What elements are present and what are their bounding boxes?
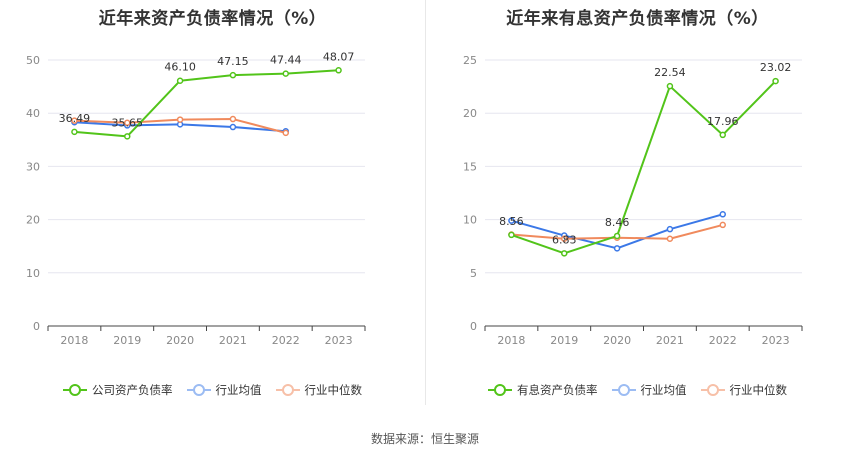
legend-line-icon <box>63 384 87 396</box>
y-tick-label: 15 <box>463 160 477 173</box>
x-tick-label: 2018 <box>60 334 88 347</box>
y-tick-label: 0 <box>33 320 40 333</box>
series-line <box>74 69 339 138</box>
legend-item-industry-mean[interactable]: 行业均值 <box>611 382 687 398</box>
legend-label: 行业中位数 <box>729 383 788 397</box>
y-tick-label: 20 <box>463 107 477 120</box>
data-label: 46.10 <box>164 61 196 74</box>
data-point <box>282 70 289 77</box>
legend-line-icon <box>700 384 725 396</box>
y-tick-label: 50 <box>26 54 40 67</box>
legend-item-industry-mean[interactable]: 行业均值 <box>186 382 262 398</box>
chart-title: 近年来资产负债率情况（%） <box>98 9 327 29</box>
data-label: 8.46 <box>605 216 630 229</box>
data-point <box>613 232 621 240</box>
chart-title: 近年来有息资产负债率情况（%） <box>506 9 769 29</box>
x-tick-label: 2023 <box>325 334 353 347</box>
legend-label: 有息资产负债率 <box>517 383 598 397</box>
data-label: 17.96 <box>707 115 739 128</box>
data-label: 48.07 <box>323 50 355 63</box>
data-point <box>124 119 131 127</box>
chart-legend: 有息资产负债率 行业均值 行业中位数 <box>425 382 850 398</box>
data-point <box>124 133 131 140</box>
data-point <box>508 217 515 224</box>
data-label: 8.56 <box>499 215 524 228</box>
legend-item-company[interactable]: 有息资产负债率 <box>488 382 598 398</box>
data-point <box>176 77 184 84</box>
legend-label: 行业均值 <box>215 383 262 397</box>
data-point <box>613 245 621 252</box>
chart-panel-left: 近年来资产负债率情况（%） 0 10 20 30 40 50 2018 2019 2020 202… <box>0 0 425 420</box>
data-point <box>666 235 674 243</box>
x-tick-label: 2018 <box>497 334 525 347</box>
data-point <box>229 71 237 79</box>
data-point <box>335 67 342 74</box>
data-label: 47.44 <box>270 54 302 67</box>
y-tick-label: 10 <box>26 267 40 280</box>
chart-panel-right: 近年来有息资产负债率情况（%） 0 5 10 15 20 25 2018 2019 2020 20… <box>425 0 850 420</box>
chart-plot: 0 5 10 15 20 25 2018 2019 2020 2021 2022 2023 8.56 6.… <box>463 54 803 347</box>
legend-line-icon <box>611 384 636 396</box>
y-tick-label: 30 <box>26 160 40 173</box>
data-label: 47.15 <box>217 55 249 68</box>
data-point <box>229 115 237 123</box>
y-tick-label: 5 <box>470 267 477 280</box>
data-label: 36.49 <box>59 112 91 125</box>
data-point <box>719 131 726 139</box>
legend-label: 行业中位数 <box>304 383 363 397</box>
legend-item-industry-median[interactable]: 行业中位数 <box>275 382 363 398</box>
data-point <box>176 116 184 123</box>
x-tick-label: 2021 <box>219 334 247 347</box>
data-point <box>229 123 237 131</box>
x-tick-label: 2020 <box>166 334 194 347</box>
x-tick-label: 2020 <box>603 334 631 347</box>
data-point <box>719 211 726 218</box>
legend-item-industry-median[interactable]: 行业中位数 <box>700 382 788 398</box>
y-tick-label: 10 <box>463 214 477 227</box>
legend-line-icon <box>275 384 300 396</box>
x-tick-label: 2022 <box>272 334 300 347</box>
x-tick-label: 2023 <box>762 334 790 347</box>
chart-plot: 0 10 20 30 40 50 2018 2019 2020 2021 2022 2023 36.49… <box>26 50 366 347</box>
data-point <box>71 128 78 136</box>
y-tick-label: 25 <box>463 54 477 67</box>
data-source-note: 数据来源：恒生聚源 <box>370 432 479 446</box>
data-point <box>508 231 515 239</box>
legend-line-icon <box>186 384 211 396</box>
data-point <box>282 129 289 137</box>
x-tick-label: 2019 <box>550 334 578 347</box>
data-label: 35.65 <box>112 116 144 129</box>
series-line <box>511 80 777 255</box>
legend-item-company[interactable]: 公司资产负债率 <box>63 382 173 398</box>
data-point <box>561 250 568 257</box>
data-label: 23.02 <box>760 61 792 74</box>
data-label: 22.54 <box>654 66 686 79</box>
y-tick-label: 20 <box>26 214 40 227</box>
data-point <box>666 225 674 233</box>
x-tick-label: 2022 <box>709 334 737 347</box>
panel-divider <box>425 0 426 405</box>
data-point <box>561 235 568 243</box>
data-point <box>71 117 78 124</box>
data-point <box>772 77 779 85</box>
chart-legend: 公司资产负债率 行业均值 行业中位数 <box>0 382 425 398</box>
data-point <box>719 221 726 229</box>
y-tick-label: 40 <box>26 107 40 120</box>
legend-label: 行业均值 <box>640 383 687 397</box>
data-label: 6.83 <box>552 233 577 246</box>
y-tick-label: 0 <box>470 320 477 333</box>
legend-label: 公司资产负债率 <box>92 383 173 397</box>
data-point <box>666 82 674 90</box>
x-tick-label: 2021 <box>656 334 684 347</box>
x-tick-label: 2019 <box>113 334 141 347</box>
legend-line-icon <box>488 384 512 396</box>
